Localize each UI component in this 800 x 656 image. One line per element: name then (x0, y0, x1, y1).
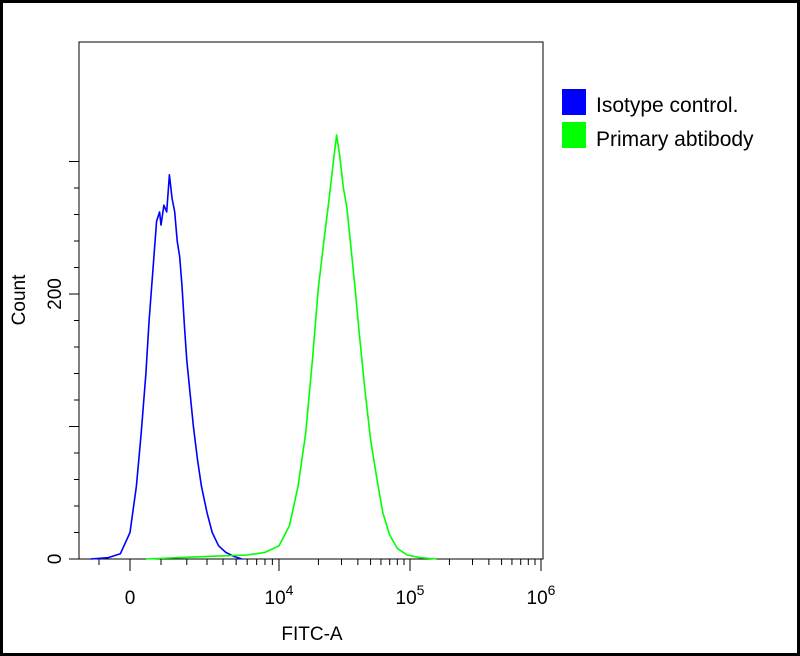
x-tick-label-1: 104 (265, 582, 294, 609)
y-tick-label-1: 200 (45, 278, 66, 310)
series-line-1 (145, 134, 437, 560)
y-tick-label-0: 0 (45, 554, 66, 565)
x-tick-label-3: 106 (527, 582, 556, 609)
plot-area (78, 41, 544, 560)
legend: Isotype control. Primary abtibody (562, 89, 754, 151)
x-tick-label-2: 105 (396, 582, 425, 609)
y-axis-ticks: 0 200 (45, 161, 79, 565)
y-axis-title: Count (9, 274, 30, 325)
x-axis-ticks: 0 104 105 106 (98, 559, 556, 609)
series-layer (90, 134, 437, 560)
series-line-0 (90, 174, 243, 560)
x-tick-label-0: 0 (125, 588, 136, 609)
legend-swatch-isotype (562, 89, 586, 115)
legend-label-primary: Primary abtibody (596, 128, 754, 151)
legend-swatch-primary (562, 122, 586, 148)
x-axis-title: FITC-A (281, 624, 343, 645)
legend-label-isotype: Isotype control. (596, 94, 738, 117)
